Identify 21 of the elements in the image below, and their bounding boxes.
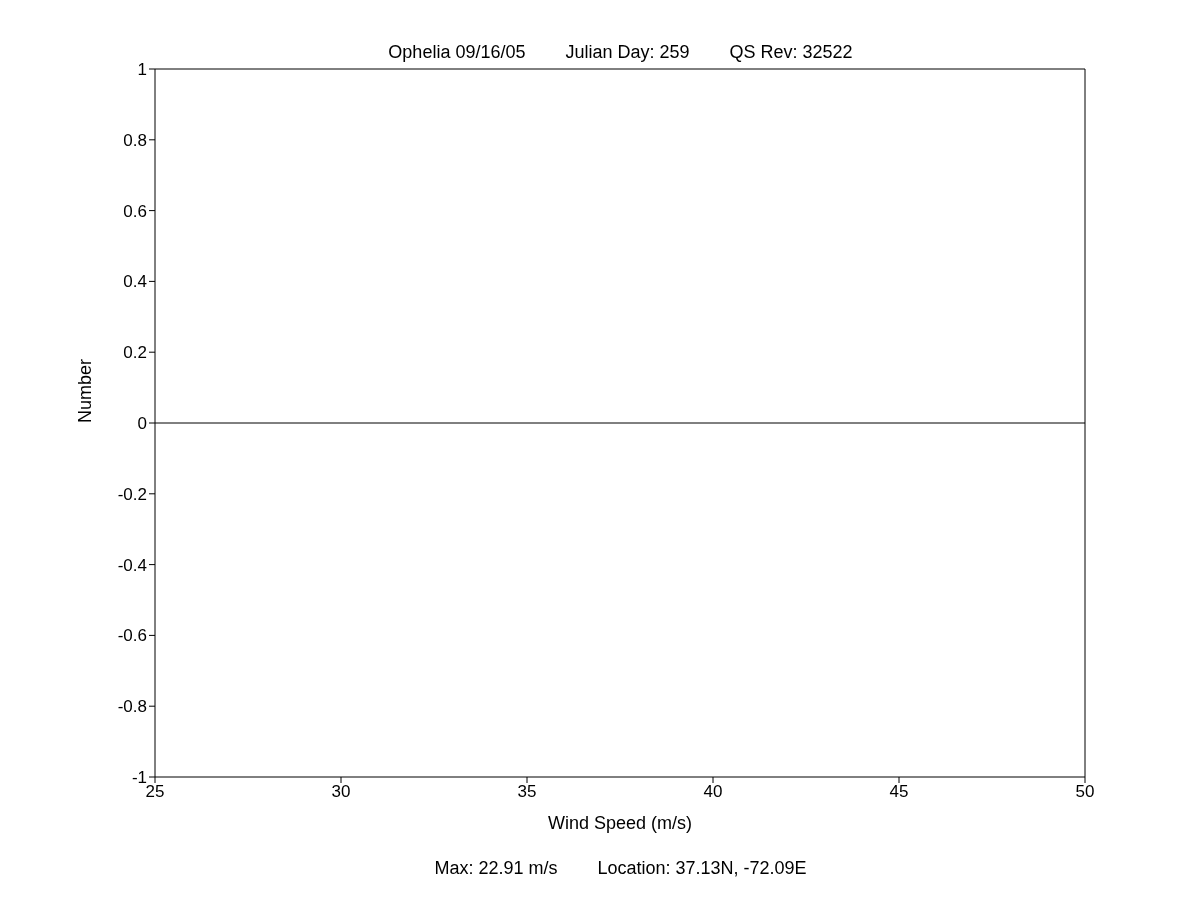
y-tick-label: -0.6	[117, 626, 147, 646]
x-tick-label: 45	[889, 782, 909, 802]
y-tick-label: 0.8	[123, 130, 147, 150]
y-tick-label: -0.8	[117, 697, 147, 717]
x-tick-label: 30	[331, 782, 351, 802]
x-tick-label: 50	[1075, 782, 1095, 802]
x-tick-label: 25	[145, 782, 165, 802]
y-tick-label: -0.2	[117, 484, 147, 504]
y-tick-label: -0.4	[117, 555, 147, 575]
x-tick-label: 40	[703, 782, 723, 802]
x-tick-label: 35	[517, 782, 537, 802]
y-tick-label: -1	[131, 768, 147, 788]
y-tick-label: 0.2	[123, 343, 147, 363]
y-tick-label: 0.6	[123, 201, 147, 221]
text: Max: 22.91 m/s Location: 37.13N, -72.09E	[433, 858, 808, 879]
y-tick-label: 0	[137, 414, 147, 434]
y-tick-label: 0.4	[123, 272, 147, 292]
chart-title: Ophelia 09/16/05 Julian Day: 259 QS Rev: 32522	[387, 42, 854, 63]
x-axis-title: Wind Speed (m/s)	[547, 813, 693, 833]
y-axis-title: Number	[75, 358, 96, 423]
y-tick-label: 1	[137, 60, 147, 80]
